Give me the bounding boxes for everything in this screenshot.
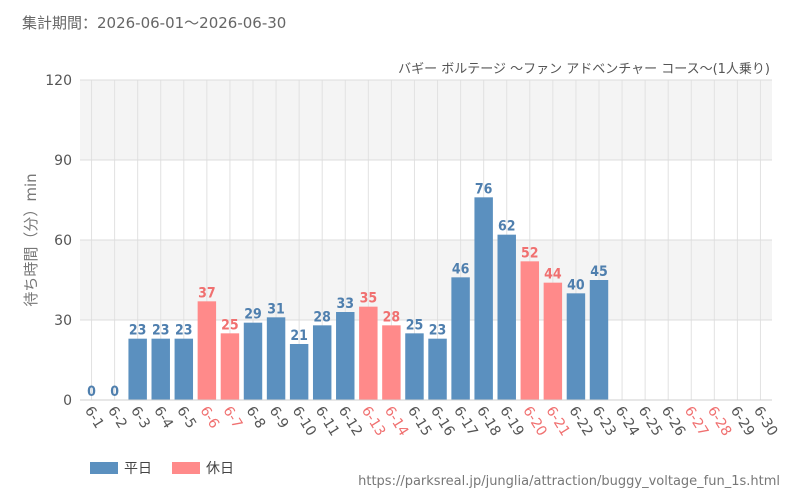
x-tick-label: 6-8	[243, 404, 269, 432]
bar	[289, 344, 309, 400]
data-label: 76	[475, 181, 493, 197]
legend-swatch-weekday	[90, 462, 118, 474]
bar	[543, 282, 563, 400]
data-label: 37	[198, 285, 216, 301]
x-tick-label: 6-22	[566, 404, 596, 439]
data-label: 52	[521, 245, 539, 261]
x-tick-label: 6-9	[266, 404, 292, 432]
bar	[589, 280, 609, 400]
x-tick-label: 6-13	[358, 404, 388, 439]
x-tick-label: 6-12	[335, 404, 365, 439]
data-label: 40	[567, 277, 585, 293]
data-label: 31	[267, 301, 285, 317]
bar	[520, 261, 540, 400]
bar	[197, 301, 217, 400]
x-tick-label: 6-29	[727, 404, 757, 439]
data-labels: 0 0 23 23 23 37 25 29 31 21 28 33 35 28 25 23 46 76 62 52 44…	[87, 181, 608, 400]
x-tick-label: 6-19	[496, 404, 526, 439]
bar	[336, 312, 355, 400]
plot-band	[80, 80, 772, 160]
x-tick-label: 6-18	[473, 404, 503, 439]
period-label: 集計期間：2026-06-01～2026-06-30	[22, 14, 287, 32]
data-label: 45	[590, 264, 608, 280]
legend: 平日 休日	[90, 458, 254, 478]
chart-title: バギー ボルテージ ～ファン アドベンチャー コース～(1人乗り)	[398, 62, 770, 77]
plot-band	[80, 160, 772, 240]
x-tick-label: 6-14	[381, 404, 411, 440]
y-tick-label: 0	[63, 393, 72, 409]
x-tick-label: 6-27	[681, 404, 711, 439]
data-label: 25	[406, 317, 424, 333]
data-label: 21	[290, 328, 308, 344]
data-label: 46	[452, 261, 470, 277]
x-tick-label: 6-3	[127, 404, 153, 432]
bar	[243, 322, 263, 400]
data-label: 28	[383, 309, 401, 325]
x-tick-label: 6-10	[289, 404, 319, 439]
bar	[428, 338, 447, 400]
x-tick-label: 6-26	[658, 404, 688, 440]
legend-label-holiday: 休日	[206, 461, 234, 477]
x-tick-label: 6-30	[750, 404, 780, 439]
legend-label-weekday: 平日	[124, 461, 152, 477]
x-tick-label: 6-25	[635, 404, 665, 439]
data-label: 28	[313, 309, 331, 325]
y-tick-label: 60	[54, 233, 72, 249]
data-label: 23	[175, 323, 193, 339]
x-tick-label: 6-17	[450, 404, 480, 439]
bar	[474, 197, 493, 400]
y-axis-label: 待ち時間（分）min	[22, 173, 40, 306]
data-label: 0	[87, 384, 96, 400]
bar	[220, 333, 240, 400]
legend-item-weekday: 平日	[90, 458, 152, 478]
x-tick-label: 6-15	[404, 404, 434, 439]
x-tick-label: 6-2	[104, 404, 130, 432]
legend-item-holiday: 休日	[172, 458, 234, 478]
x-tick-label: 6-11	[312, 404, 342, 439]
x-tick-label: 6-7	[220, 404, 246, 432]
data-label: 35	[360, 291, 378, 307]
data-label: 23	[429, 323, 447, 339]
bar	[566, 293, 586, 400]
source-url: https://parksreal.jp/junglia/attraction/…	[358, 474, 780, 489]
bar	[312, 325, 332, 400]
bar	[451, 277, 470, 400]
y-tick-label: 90	[54, 153, 72, 169]
data-label: 25	[221, 317, 239, 333]
x-tick-label: 6-16	[427, 404, 457, 440]
data-label: 62	[498, 219, 516, 235]
bar	[266, 317, 286, 400]
plot-bands	[80, 80, 772, 400]
bar	[405, 333, 424, 400]
data-label: 29	[244, 307, 262, 323]
x-tick-label: 6-23	[589, 404, 619, 439]
plot-band	[80, 320, 772, 400]
x-tick-label: 6-4	[150, 404, 176, 432]
legend-swatch-holiday	[172, 462, 200, 474]
x-tick-label: 6-24	[612, 404, 642, 440]
bar	[359, 306, 378, 400]
x-tick-label: 6-6	[196, 404, 222, 432]
x-tick-label: 6-5	[173, 404, 199, 432]
bar	[128, 338, 147, 400]
y-tick-label: 30	[54, 313, 72, 329]
data-label: 23	[129, 323, 147, 339]
bars	[128, 197, 609, 400]
x-tick-label: 6-21	[542, 404, 572, 439]
plot-band	[80, 240, 772, 320]
data-label: 23	[152, 323, 170, 339]
data-label: 0	[110, 384, 119, 400]
bar	[174, 338, 194, 400]
x-tick-label: 6-20	[519, 404, 549, 439]
bar	[382, 325, 401, 400]
x-tick-label: 6-28	[704, 404, 734, 439]
data-label: 33	[337, 296, 355, 312]
y-tick-label: 120	[45, 73, 72, 89]
data-label: 44	[544, 267, 562, 283]
bar	[497, 234, 516, 400]
bar	[151, 338, 170, 400]
x-tick-label: 6-1	[81, 404, 107, 432]
